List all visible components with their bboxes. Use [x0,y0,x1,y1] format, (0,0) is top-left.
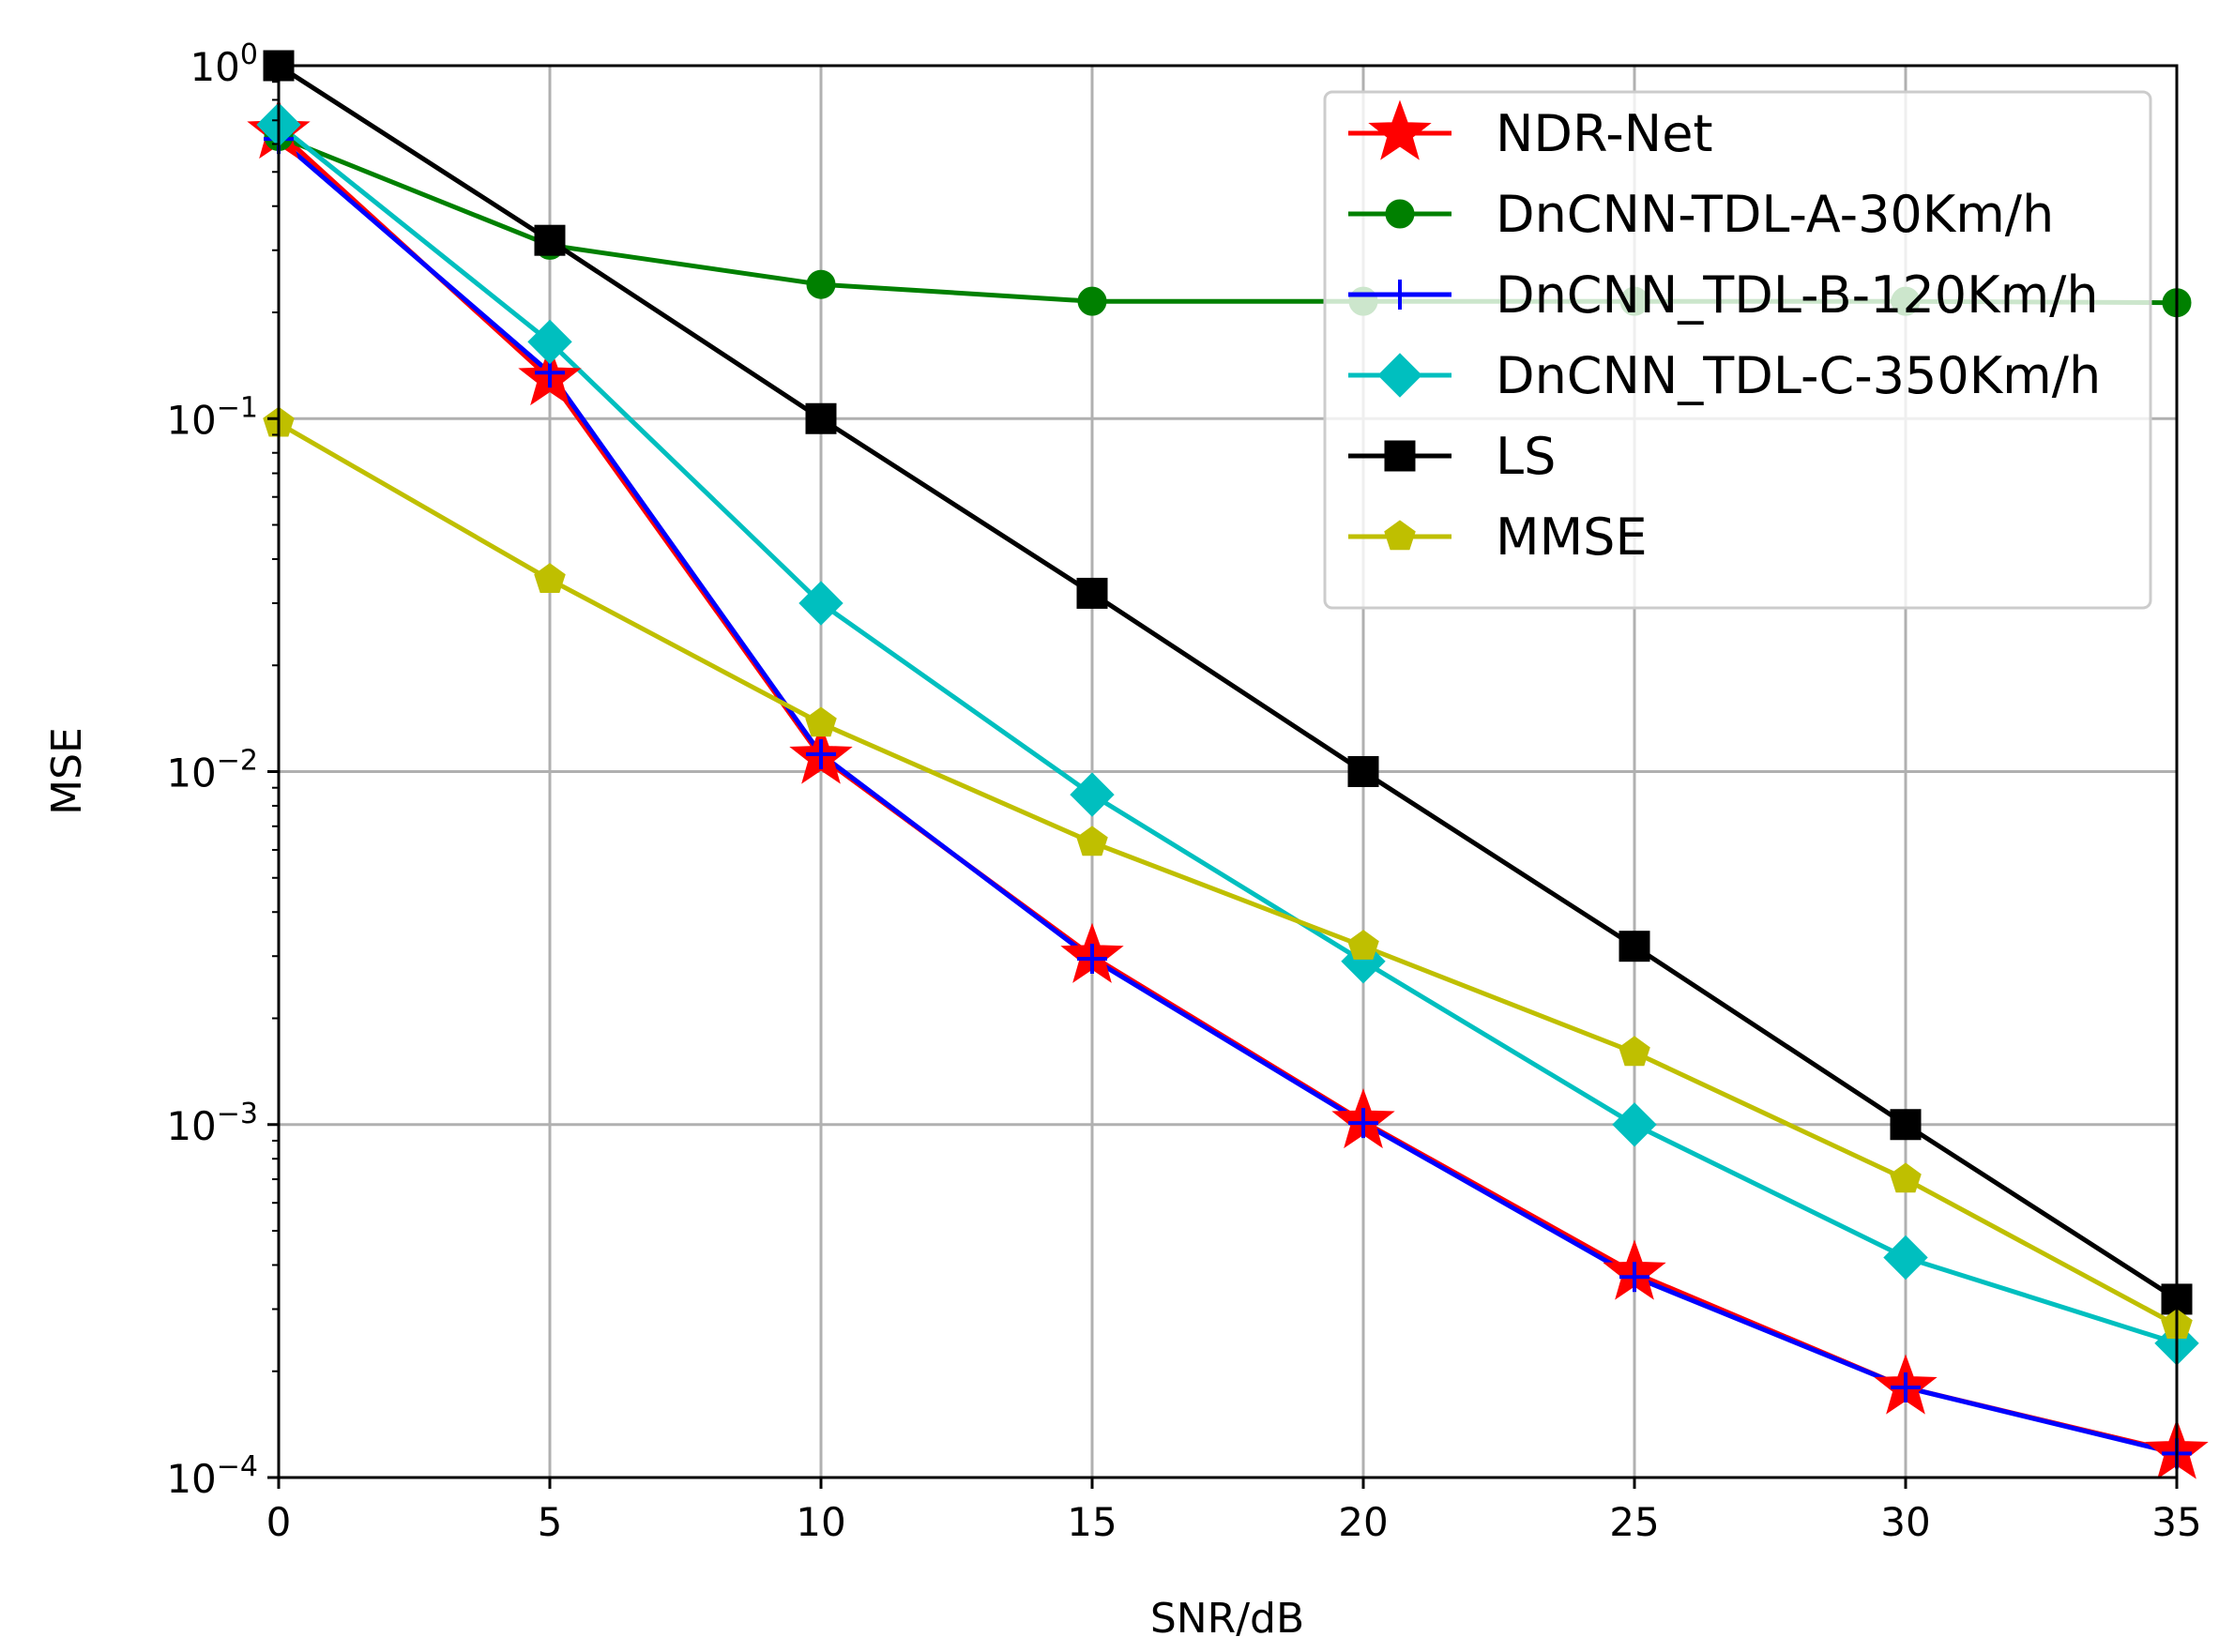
series-line-5 [279,421,2177,1327]
legend-marker-5 [1384,520,1416,551]
series-markers-3 [256,102,2199,1366]
data-point-3-3 [1070,772,1115,817]
y-tick-label: 10−1 [166,391,258,443]
legend-item-5: MMSE [1348,508,1648,567]
legend-label-4: LS [1496,427,1556,486]
legend-item-2: DnCNN_TDL-B-120Km/h [1348,265,2099,325]
legend-marker-2 [1385,280,1415,310]
legend-box [1323,90,2152,610]
data-point-2-5 [1619,1262,1649,1293]
data-point-4-2 [805,402,837,434]
legend-label-3: DnCNN_TDL-C-350Km/h [1496,346,2101,405]
data-point-2-3 [1077,943,1107,974]
data-point-2-4 [1348,1108,1378,1139]
data-point-3-4 [1341,939,1386,984]
data-point-5-5 [1619,1036,1650,1067]
legend-label-5: MMSE [1496,508,1648,567]
y-tick-label: 100 [190,38,258,90]
legend-item-0: NDR-Net [1348,99,1713,163]
data-point-5-4 [1347,930,1379,960]
legend: NDR-Net DnCNN-TDL-A-30Km/h DnCNN_TDL-B-120… [1323,90,2152,610]
data-point-1-3 [1077,286,1107,316]
legend-marker-3 [1377,353,1422,398]
data-point-4-6 [1890,1109,1922,1141]
x-tick-label: 15 [1067,1499,1117,1545]
data-point-5-2 [805,706,837,737]
legend-item-3: DnCNN_TDL-C-350Km/h [1348,346,2101,405]
y-tick-label: 10−3 [166,1098,258,1149]
x-axis-label: SNR/dB [1150,1595,1304,1643]
x-tick-label: 5 [538,1499,563,1545]
y-axis-label: MSE [43,727,91,815]
y-tick-label: 10−4 [166,1450,258,1502]
x-tick-label: 30 [1880,1499,1930,1545]
data-point-1-2 [806,269,836,299]
data-point-4-4 [1347,756,1379,787]
x-tick-label: 10 [796,1499,845,1545]
legend-label-2: DnCNN_TDL-B-120Km/h [1496,265,2099,325]
series-line-3 [279,123,2177,1346]
x-tick-label: 0 [266,1499,292,1545]
data-point-3-1 [527,319,572,365]
series-line-4 [279,66,2177,1302]
legend-item-1: DnCNN-TDL-A-30Km/h [1348,185,2054,244]
data-point-5-6 [1890,1162,1922,1193]
series-markers-5 [263,406,2193,1339]
x-tick-label: 20 [1338,1499,1388,1545]
data-point-5-1 [534,563,566,593]
ticks: 0 5 10 15 20 25 30 35 100 10−1 10−2 10−3 10−4 [166,38,2201,1545]
data-point-4-3 [1076,577,1108,609]
data-point-2-2 [806,738,836,769]
data-point-3-2 [798,581,844,626]
y-tick-label: 10−2 [166,745,258,796]
x-tick-label: 35 [2151,1499,2201,1545]
legend-marker-4 [1384,440,1416,472]
data-point-4-1 [534,224,566,256]
data-point-4-5 [1619,931,1650,962]
data-point-2-6 [1891,1372,1921,1402]
series-layer [279,66,2177,1456]
legend-marker-1 [1385,199,1415,229]
legend-label-1: DnCNN-TDL-A-30Km/h [1496,185,2054,244]
data-point-3-5 [1612,1102,1657,1147]
legend-marker-0 [1368,99,1432,160]
data-point-3-6 [1883,1235,1928,1281]
series-line-2 [279,137,2177,1456]
x-tick-label: 25 [1609,1499,1659,1545]
legend-label-0: NDR-Net [1496,104,1713,163]
legend-item-4: LS [1348,427,1556,486]
data-point-5-3 [1076,826,1108,856]
